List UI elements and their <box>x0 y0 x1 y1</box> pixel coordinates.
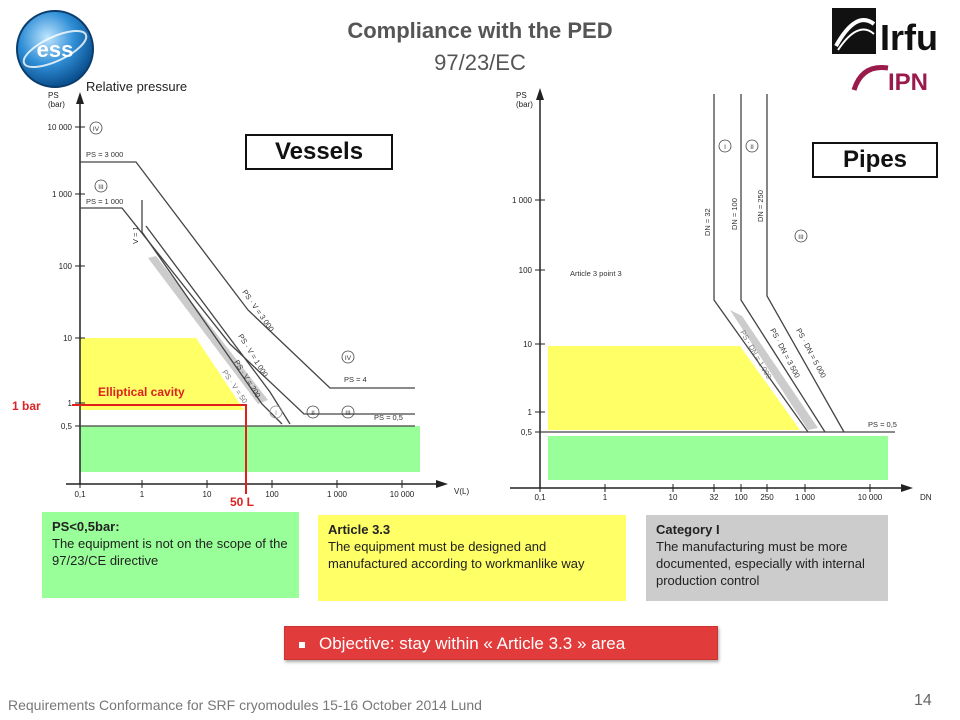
pipes-y-tick: 100 <box>519 266 533 275</box>
v1-line <box>141 200 283 425</box>
pipes-x-label: DN <box>920 493 932 502</box>
vessels-x-tick: 0,1 <box>74 490 86 499</box>
yellow-box-heading: Article 3.3 <box>328 522 391 537</box>
elliptical-cavity-label: Elliptical cavity <box>98 385 185 399</box>
objective-text: Objective: stay within « Article 3.3 » a… <box>319 634 626 653</box>
roman-label: I <box>724 144 726 151</box>
roman-label: III <box>798 234 804 241</box>
pipes-y-label: PS <box>516 91 527 100</box>
yellow-info-box: Article 3.3 The equipment must be design… <box>318 515 626 601</box>
vessels-x-tick: 100 <box>265 490 279 499</box>
green-box-body: The equipment is not on the scope of the… <box>52 536 288 568</box>
dn-100-line <box>740 94 826 433</box>
ps-3000-label: PS = 3 000 <box>86 150 123 159</box>
irfu-text: Irfu <box>880 17 938 58</box>
page-number: 14 <box>914 692 932 709</box>
vessels-badge: Vessels <box>245 134 393 170</box>
roman-label: I <box>275 410 277 417</box>
pipes-x-tick: 32 <box>710 493 719 502</box>
pipes-article-3-3-area <box>548 346 800 430</box>
ps-1000-line <box>80 207 415 415</box>
ps-4-label: PS = 4 <box>344 375 367 384</box>
vessels-chart: PS (bar) 10 000 1 000 100 10 1 0,5 0,1 1… <box>12 91 469 509</box>
pipes-x-tick: 10 000 <box>858 493 883 502</box>
page-title: Compliance with the PED <box>347 18 613 43</box>
vessels-x-tick: 1 000 <box>327 490 348 499</box>
vessels-y-unit: (bar) <box>48 100 65 109</box>
roman-label: III <box>98 184 104 191</box>
page-subtitle: 97/23/EC <box>434 50 526 75</box>
pipes-x-tick: 1 000 <box>795 493 816 502</box>
pipes-x-tick: 10 <box>669 493 678 502</box>
dn-32-label: DN = 32 <box>703 208 712 236</box>
ipn-text: IPN <box>888 69 928 94</box>
ps-1000-label: PS = 1 000 <box>86 197 123 206</box>
ps-3000-line <box>80 161 415 389</box>
pipes-x-tick: 0,1 <box>534 493 546 502</box>
operating-point-line <box>72 404 247 494</box>
psv-200-line <box>145 225 291 425</box>
vessels-y-tick: 0,5 <box>61 422 73 431</box>
yellow-box-body: The equipment must be designed and manuf… <box>328 539 585 571</box>
pipes-y-tick: 0,5 <box>521 428 533 437</box>
vessels-y-tick: 10 <box>63 334 72 343</box>
vessels-x-tick: 10 000 <box>390 490 415 499</box>
category-i-band <box>148 256 268 404</box>
dn-100-label: DN = 100 <box>730 198 739 230</box>
gray-box-heading: Category I <box>656 522 720 537</box>
gray-box-body: The manufacturing must be more documente… <box>656 539 865 588</box>
pipes-below-0-5-bar-area <box>548 436 888 480</box>
vessels-x-tick: 10 <box>203 490 212 499</box>
dn-250-line <box>766 94 845 433</box>
pipes-y-tick: 1 000 <box>512 196 533 205</box>
pipes-badge: Pipes <box>812 142 938 178</box>
pipes-y-unit: (bar) <box>516 100 533 109</box>
green-box-heading: PS<0,5bar: <box>52 519 120 534</box>
objective-banner: Objective: stay within « Article 3.3 » a… <box>284 626 718 660</box>
article-3-point-3-note: Article 3 point 3 <box>570 269 622 278</box>
ess-logo-text: ess <box>37 37 74 62</box>
pipes-x-tick: 1 <box>603 493 608 502</box>
article-3-3-area <box>80 338 244 410</box>
roman-label: II <box>311 410 315 417</box>
below-0-5-bar-area <box>80 426 420 472</box>
pipes-chart: PS (bar) 1 000 100 10 1 0,5 0,1 1 10 32 … <box>510 88 932 502</box>
dn-32-line <box>713 94 809 433</box>
roman-label: II <box>750 144 754 151</box>
vessels-y-tick: 100 <box>59 262 73 271</box>
footer-text: Requirements Conformance for SRF cryomod… <box>8 697 482 713</box>
pipes-y-tick: 10 <box>523 340 532 349</box>
v1-label: V = 1 <box>131 226 140 244</box>
ps-05-label: PS = 0,5 <box>374 413 403 422</box>
pipes-ps-05-label: PS = 0,5 <box>868 420 897 429</box>
pipes-x-tick: 100 <box>734 493 748 502</box>
dn-250-label: DN = 250 <box>756 190 765 222</box>
ess-logo: ess <box>16 10 94 88</box>
relative-pressure-label: Relative pressure <box>86 79 188 94</box>
roman-label: IV <box>345 355 352 362</box>
vessels-x-label: V(L) <box>454 487 469 496</box>
vessels-x-tick: 1 <box>140 490 145 499</box>
fifty-l-label: 50 L <box>230 495 254 509</box>
irfu-ipn-logo: Irfu IPN <box>832 8 938 94</box>
psv-3000-label: PS · V = 3 000 <box>240 288 275 333</box>
vessels-y-tick: 10 000 <box>48 123 73 132</box>
bullet-icon <box>299 641 305 648</box>
pipes-y-tick: 1 <box>528 408 533 417</box>
green-info-box: PS<0,5bar: The equipment is not on the s… <box>42 512 299 598</box>
one-bar-label: 1 bar <box>12 399 41 413</box>
pipes-x-tick: 250 <box>760 493 774 502</box>
vessels-y-label: PS <box>48 91 59 100</box>
pipes-category-i-band <box>730 310 818 430</box>
roman-label: III <box>345 410 351 417</box>
gray-info-box: Category I The manufacturing must be mor… <box>646 515 888 601</box>
vessels-y-tick: 1 <box>68 399 73 408</box>
roman-label: IV <box>93 126 100 133</box>
vessels-y-tick: 1 000 <box>52 190 73 199</box>
